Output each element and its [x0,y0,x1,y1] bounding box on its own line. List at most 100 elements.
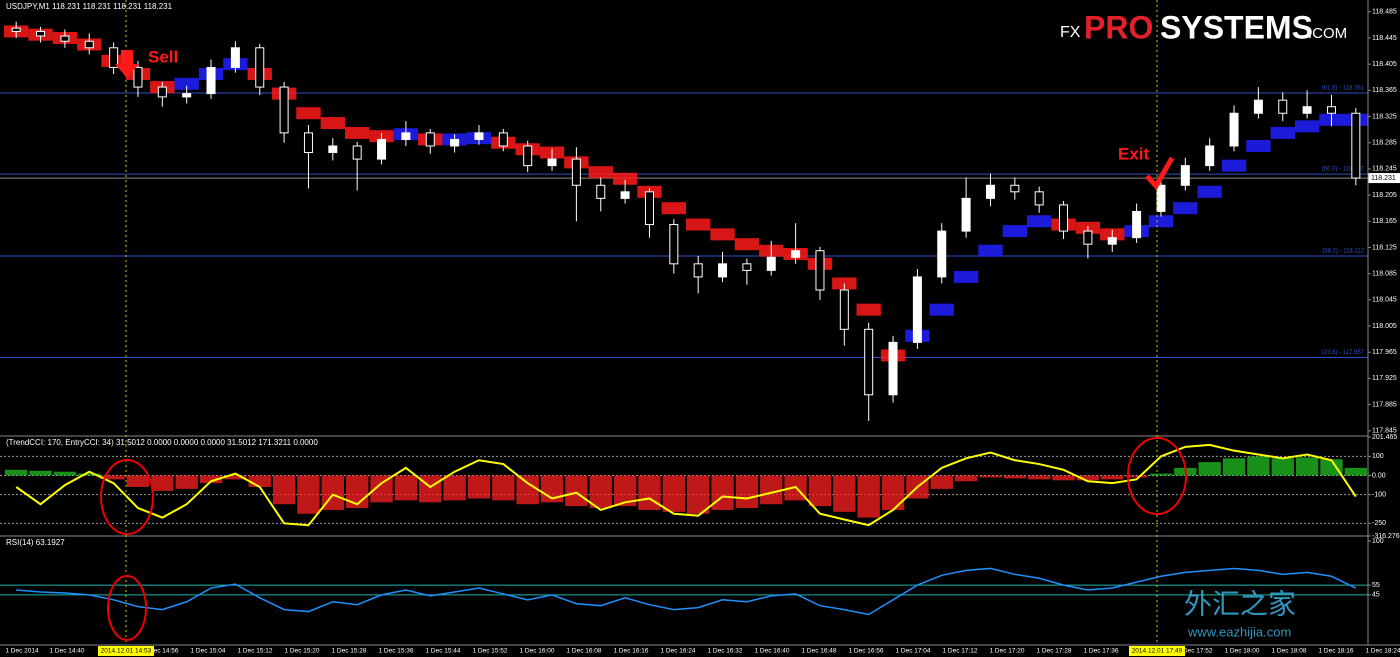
cci-bar [1344,467,1367,476]
trend-ribbon [1294,120,1320,133]
y-tick-label: 118.165 [1372,218,1397,225]
cci-bar [565,475,588,507]
cci-bar [370,475,393,503]
cci-bar [1101,475,1124,480]
x-tick-label: 1 Dec 15:28 [331,648,366,655]
candle-body [11,27,21,32]
y-tick-label: -100 [1372,491,1386,498]
candle-body [1034,191,1044,206]
trend-ribbon [1221,159,1247,172]
y-tick-label: 118.365 [1372,87,1397,94]
x-tick-label: 1 Dec 15:20 [284,648,319,655]
cci-bar [1125,475,1148,478]
y-tick-label: 118.125 [1372,244,1397,251]
candle-body [84,40,94,49]
candle-body [547,158,557,167]
y-tick-label: 117.925 [1372,375,1397,382]
cci-bar [1149,473,1173,476]
cci-bar [297,475,320,514]
cci-bar [711,475,734,510]
candle-body [60,35,70,42]
candle-body [1156,184,1166,212]
logo: SYSTEMS [1160,9,1313,45]
y-tick-label: 118.445 [1372,35,1397,42]
x-tick-label: 1 Dec 17:04 [895,648,930,655]
cci-bar [1198,462,1221,476]
marker-label: 2014.12.01 17:49 [1132,648,1183,655]
candle-body [523,145,533,167]
candle-body [693,263,703,278]
y-tick-label: 118.205 [1372,192,1397,199]
cci-bar [881,475,905,510]
y-tick-label: 117.845 [1372,428,1397,435]
cci-bar [419,475,442,503]
x-tick-label: 1 Dec 16:08 [566,648,601,655]
last-price-label: 118.231 [1371,175,1396,182]
trend-ribbon [1246,139,1271,152]
candle-body [742,263,752,271]
cci-bar [589,475,612,509]
candle-body [815,250,825,291]
cci-bar [1320,459,1343,476]
cci-bar [126,475,150,487]
cci-bar [248,475,271,487]
x-tick-label: 1 Dec 15:36 [378,648,413,655]
candle-body [937,230,947,278]
y-tick-label: -316.2762 [1372,533,1400,540]
trend-ribbon [588,166,613,179]
cci-bar [5,469,28,476]
candle-body [644,191,654,226]
x-tick-label: 1 Dec 17:20 [989,648,1024,655]
watermark: www.eazhijia.com [1187,624,1291,639]
highlight-circle [107,575,147,641]
x-tick-label: 1 Dec 2014 [5,648,39,655]
cci-bar [1003,475,1026,479]
candle-body [596,184,606,199]
y-tick-label: 117.965 [1372,349,1397,356]
candle-body [425,132,435,147]
y-tick-label: 118.005 [1372,323,1397,330]
y-tick-label: 118.325 [1372,113,1397,120]
candle-body [230,47,240,68]
cci-bar [443,475,466,501]
candle-body [571,158,581,186]
cci-title: (TrendCCI: 170, EntryCCI: 34) 31.5012 0.… [6,438,318,447]
y-tick-label: 118.485 [1372,9,1397,16]
candle-body [1302,106,1312,114]
logo: .COM [1308,25,1347,42]
last-price-box [1368,173,1400,184]
fib-level-label: (38.2) - 118.112 [1322,249,1364,255]
candle-body [36,30,46,37]
candle-body [1010,184,1020,193]
cci-bar [662,475,685,512]
x-tick-label: 1 Dec 15:12 [237,648,272,655]
trend-ribbon [978,244,1003,257]
cci-bar [808,475,832,507]
candle-body [620,191,630,199]
candle-body [888,341,898,396]
cci-bar [151,475,174,491]
cci-bar [857,475,880,518]
logo: FX [1060,24,1081,41]
candle-body [157,86,167,98]
cci-bar [1295,457,1319,476]
candle-body [352,145,362,160]
x-tick-label: 1 Dec 17:28 [1036,648,1071,655]
highlight-circle [1127,437,1187,515]
trend-ribbon [345,126,370,139]
candle-body [1326,106,1336,114]
candle-body [912,276,922,343]
price-panel: 118.485 118.445 118.405 118.365 118.325 118.2… [0,9,1400,435]
trend-ribbon [174,77,199,90]
trend-ribbon [953,270,979,283]
marker-label-box [1129,646,1185,656]
marker-label: 2014.12.01 14:53 [101,648,152,655]
cci-bar [1222,458,1246,476]
cci-bar [954,475,978,482]
candle-body [328,145,338,154]
fib-level-label: (50.0) - 118.237 [1322,167,1365,173]
candle-body [791,250,801,258]
rsi-title: RSI(14) 63.1927 [6,538,65,547]
